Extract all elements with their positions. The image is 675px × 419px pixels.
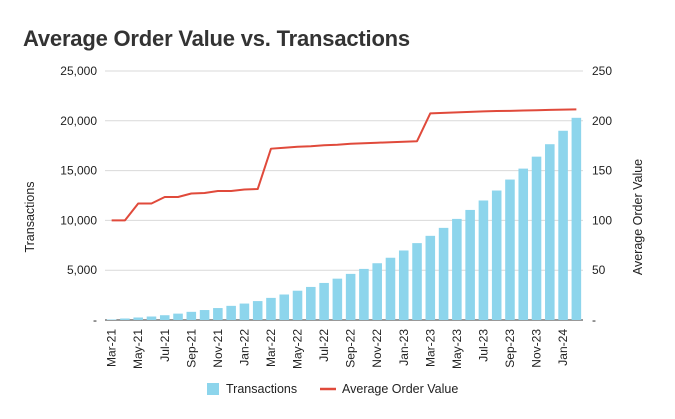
legend-label-aov: Average Order Value xyxy=(342,382,458,396)
bar xyxy=(186,311,197,320)
bar xyxy=(319,282,329,320)
bar xyxy=(252,301,263,320)
x-tick-label: Jul-21 xyxy=(158,329,172,362)
legend: Transactions Average Order Value xyxy=(207,382,458,396)
series-line xyxy=(111,108,577,222)
x-tick-label: Jan-24 xyxy=(556,329,570,366)
x-tick-label: May-22 xyxy=(291,329,305,369)
bar xyxy=(452,218,462,320)
bar xyxy=(518,168,529,320)
x-tick-label: Mar-23 xyxy=(423,329,437,367)
bar xyxy=(146,316,157,320)
bar xyxy=(133,317,143,320)
bar xyxy=(385,257,396,320)
left-axis-title: Transactions xyxy=(23,181,37,252)
right-tick-label: 50 xyxy=(592,263,606,277)
x-tick-label: Mar-21 xyxy=(105,329,119,367)
legend-swatch-transactions xyxy=(207,383,219,395)
bar xyxy=(478,200,489,320)
bar xyxy=(120,318,130,320)
bar xyxy=(359,268,369,320)
bar xyxy=(213,308,223,320)
left-axis-ticks: - 5,000 10,000 15,000 20,000 25,000 xyxy=(60,64,97,327)
right-tick-label: 150 xyxy=(592,164,612,178)
bar xyxy=(505,179,515,320)
right-tick-label: 100 xyxy=(592,213,612,227)
bar xyxy=(226,305,236,320)
right-tick-label: - xyxy=(592,313,596,327)
x-tick-label: Sep-22 xyxy=(344,329,358,368)
x-tick-label: Sep-23 xyxy=(503,329,517,368)
bar xyxy=(106,319,117,321)
aov-line xyxy=(111,108,577,222)
left-tick-label: 15,000 xyxy=(60,164,97,178)
bar xyxy=(332,278,343,320)
bar xyxy=(372,263,382,320)
bar xyxy=(398,250,409,320)
bar xyxy=(465,209,475,320)
bar xyxy=(292,290,303,320)
right-axis-title: Average Order Value xyxy=(631,159,645,275)
bar xyxy=(306,286,316,320)
bar xyxy=(425,235,436,320)
right-axis-ticks: - 50 100 150 200 250 xyxy=(592,64,612,327)
x-tick-label: May-23 xyxy=(450,329,464,369)
x-axis-ticks: Mar-21 May-21 Jul-21 Sep-21 Nov-21 Jan-22 Mar-… xyxy=(105,329,570,369)
x-tick-label: Jan-23 xyxy=(397,329,411,366)
bar xyxy=(345,273,356,320)
bar xyxy=(159,315,170,320)
chart-title: Average Order Value vs. Transactions xyxy=(23,26,410,51)
x-tick-label: Nov-22 xyxy=(370,329,384,368)
bar xyxy=(239,303,250,320)
transactions-bars xyxy=(106,117,582,321)
gridlines xyxy=(105,70,583,321)
bar xyxy=(279,294,290,320)
x-tick-label: Jul-23 xyxy=(476,329,490,362)
bar xyxy=(545,144,555,320)
bar xyxy=(491,190,502,320)
bar xyxy=(412,243,422,320)
x-tick-label: Jan-22 xyxy=(237,329,251,366)
right-tick-label: 200 xyxy=(592,114,612,128)
bar xyxy=(173,313,183,320)
left-tick-label: - xyxy=(93,313,97,327)
bar xyxy=(571,117,582,320)
x-tick-label: Nov-23 xyxy=(530,329,544,368)
x-tick-label: Mar-22 xyxy=(264,329,278,367)
legend-label-transactions: Transactions xyxy=(226,382,297,396)
right-tick-label: 250 xyxy=(592,64,612,78)
bar xyxy=(199,310,210,320)
x-tick-label: Jul-22 xyxy=(317,329,331,362)
x-tick-label: Sep-21 xyxy=(184,329,198,368)
bar xyxy=(531,156,542,320)
bar xyxy=(558,130,568,320)
x-tick-label: Nov-21 xyxy=(211,329,225,368)
left-tick-label: 25,000 xyxy=(60,64,97,78)
bar xyxy=(266,297,276,320)
x-tick-label: May-21 xyxy=(131,329,145,369)
bar xyxy=(438,227,449,320)
left-tick-label: 10,000 xyxy=(60,213,97,227)
left-tick-label: 5,000 xyxy=(67,263,97,277)
left-tick-label: 20,000 xyxy=(60,114,97,128)
